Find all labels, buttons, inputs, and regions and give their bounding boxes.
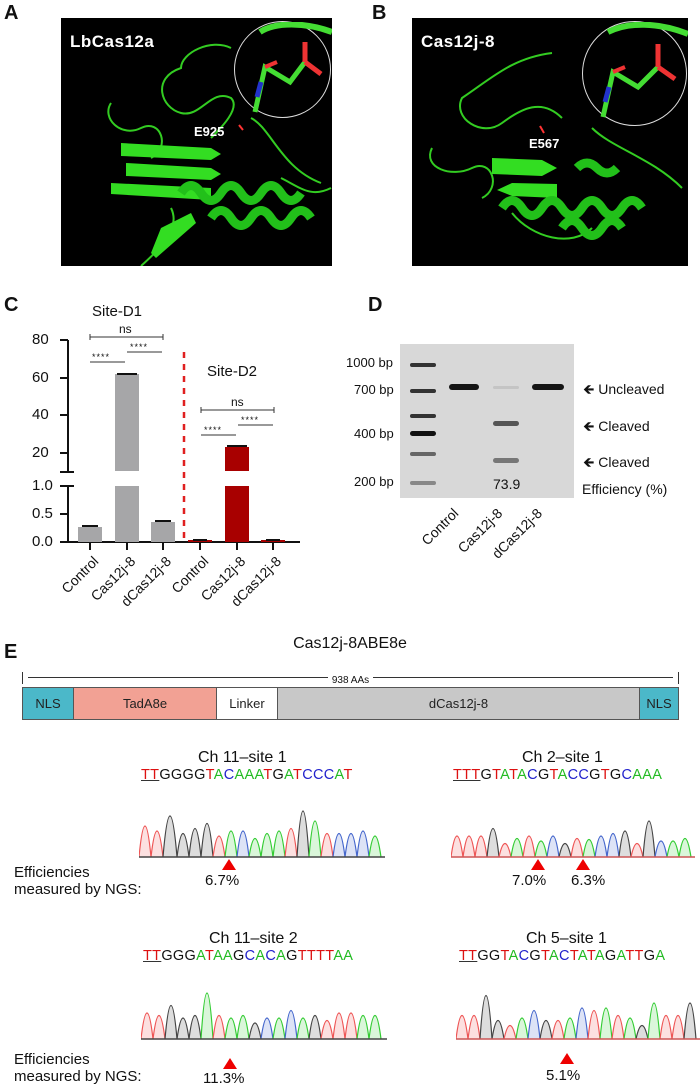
sequence-4: TTGGTACGTACTATAGATTGA [459, 948, 666, 964]
efficiency-caption-line1: Efficiencies [14, 1051, 90, 1068]
ladder-band [410, 431, 436, 436]
band-label-text: Cleaved [598, 418, 650, 434]
protein-structure-a: LbCas12a E925 [61, 18, 332, 266]
efficiency-4: 5.1% [546, 1067, 581, 1084]
ladder-band [410, 363, 436, 367]
panel-letter-c: C [4, 294, 19, 316]
edit-marker-icon [222, 859, 236, 870]
sig-ns-d2: ns [231, 395, 244, 409]
domain-nls-n: NLS [23, 688, 74, 719]
marker-200bp: 200 bp [354, 474, 394, 489]
panel-letter-a: A [4, 2, 19, 24]
glutamate-sidechain-b [600, 21, 688, 118]
residue-label-a: E925 [194, 124, 225, 139]
domain-tada8e: TadA8e [74, 688, 217, 719]
panel-letter-b: B [372, 2, 387, 24]
protein-ribbon-b [429, 52, 683, 240]
marker-700bp: 700 bp [354, 382, 394, 397]
cas12j8-cleaved-band-1 [493, 421, 519, 426]
efficiency-2b: 6.3% [571, 872, 606, 889]
band-label-cleaved-1: 🡸 Cleaved [583, 418, 650, 434]
efficiency-caption-line2: measured by NGS: [14, 881, 142, 898]
chromatogram-1 [139, 810, 385, 858]
trace-title-1: Ch 11–site 1 [198, 749, 287, 766]
cas12j8-cleaved-band-2 [493, 458, 519, 463]
marker-1000bp: 1000 bp [346, 355, 393, 370]
edit-marker-icon [223, 1058, 237, 1069]
ladder-band [410, 452, 436, 456]
sig-star-d2-a: **** [204, 425, 223, 435]
cas12j8-uncleaved-band [493, 386, 519, 389]
efficiency-value: 73.9 [493, 476, 521, 492]
sig-ns-d1: ns [119, 322, 132, 336]
trace-title-2: Ch 2–site 1 [522, 749, 603, 766]
efficiency-label: Efficiency (%) [582, 481, 668, 497]
zoom-inset-a [234, 21, 332, 118]
y-tick-0-0: 0.0 [32, 533, 53, 550]
ladder-band [410, 389, 436, 393]
domain-dcas12j8: dCas12j-8 [278, 688, 640, 719]
efficiency-caption-line2: measured by NGS: [14, 1068, 142, 1085]
length-scale: 938 AAs [22, 672, 679, 686]
site-d2-label: Site-D2 [207, 363, 258, 380]
panel-letter-e: E [4, 641, 18, 663]
edit-marker-icon [576, 859, 590, 870]
lane-label-control: Control [418, 505, 462, 549]
y-tick-1-0: 1.0 [32, 477, 53, 494]
sequence-3: TTGGGATAAGCACAGTTTTAA [143, 948, 354, 964]
y-tick-20: 20 [32, 444, 49, 461]
sequence-2: TTTGTATACGTACCGTGCAAA [453, 767, 663, 783]
sig-star-d1-b: **** [130, 342, 149, 352]
dcas12j8-uncleaved-band [532, 384, 564, 390]
chromatogram-2 [451, 820, 695, 858]
chromatogram-3 [141, 992, 387, 1040]
bar-chart [60, 334, 300, 550]
site-d1-label: Site-D1 [92, 303, 143, 320]
edit-marker-icon [560, 1053, 574, 1064]
marker-400bp: 400 bp [354, 426, 394, 441]
domain-linker: Linker [217, 688, 278, 719]
zoom-inset-b [582, 21, 688, 126]
residue-label-b: E567 [529, 136, 560, 151]
sig-star-d2-b: **** [241, 415, 260, 425]
y-tick-40: 40 [32, 406, 49, 423]
protein-ribbon-a [107, 43, 332, 266]
band-label-cleaved-2: 🡸 Cleaved [583, 454, 650, 470]
edit-marker-icon [531, 859, 545, 870]
efficiency-1: 6.7% [205, 872, 240, 889]
length-label: 938 AAs [327, 675, 374, 686]
agarose-gel: 73.9 [400, 344, 574, 498]
domain-nls-c: NLS [640, 688, 678, 719]
trace-title-4: Ch 5–site 1 [526, 930, 607, 947]
efficiency-3: 11.3% [203, 1070, 245, 1087]
construct-title: Cas12j-8ABE8e [293, 635, 407, 652]
ladder-band [410, 481, 436, 485]
y-tick-0-5: 0.5 [32, 505, 53, 522]
band-label-text: Uncleaved [598, 381, 665, 397]
panel-letter-d: D [368, 294, 383, 316]
construct-diagram: NLS TadA8e Linker dCas12j-8 NLS [22, 687, 679, 720]
protein-structure-b: Cas12j-8 E567 [412, 18, 688, 266]
efficiency-caption-line1: Efficiencies [14, 864, 90, 881]
control-uncleaved-band [449, 384, 479, 390]
trace-title-3: Ch 11–site 2 [209, 930, 298, 947]
y-tick-60: 60 [32, 369, 49, 386]
structure-title-b: Cas12j-8 [421, 32, 495, 51]
band-label-text: Cleaved [598, 454, 650, 470]
ladder-band [410, 414, 436, 418]
efficiency-2a: 7.0% [512, 872, 547, 889]
chromatogram-4 [456, 995, 700, 1040]
band-label-uncleaved: 🡸 Uncleaved [583, 381, 665, 397]
structure-title-a: LbCas12a [70, 32, 155, 51]
y-tick-80: 80 [32, 331, 49, 348]
glutamate-sidechain-a [252, 21, 332, 113]
sig-star-d1-a: **** [92, 352, 111, 362]
sequence-1: TTGGGGTACAAATGATCCCAT [141, 767, 353, 783]
